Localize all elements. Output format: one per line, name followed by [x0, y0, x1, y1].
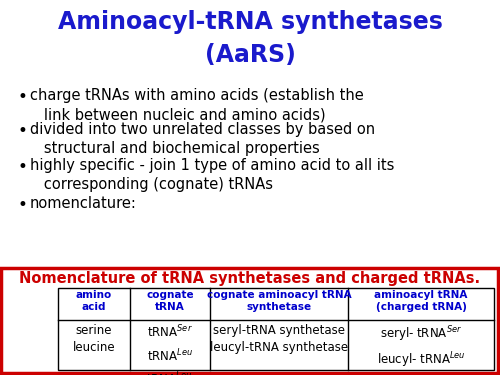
Text: •: •: [18, 158, 28, 176]
Text: cognate
tRNA: cognate tRNA: [146, 290, 194, 312]
Text: (AaRS): (AaRS): [204, 43, 296, 67]
Text: tRNA$^{Ser}$
tRNA$^{Leu}$
tRNA$^{Leu}_{UUA}$: tRNA$^{Ser}$ tRNA$^{Leu}$ tRNA$^{Leu}_{U…: [146, 324, 194, 375]
Text: seryl- tRNA$^{Ser}$
leucyl- tRNA$^{Leu}$
leucyl-tRNA$^{Leu}_{UUA}$: seryl- tRNA$^{Ser}$ leucyl- tRNA$^{Leu}$…: [376, 324, 466, 375]
Text: highly specific - join 1 type of amino acid to all its
   corresponding (cognate: highly specific - join 1 type of amino a…: [30, 158, 395, 192]
Text: cognate aminoacyl tRNA
synthetase: cognate aminoacyl tRNA synthetase: [206, 290, 352, 312]
Text: aminoacyl tRNA
(charged tRNA): aminoacyl tRNA (charged tRNA): [374, 290, 468, 312]
Text: nomenclature:: nomenclature:: [30, 196, 137, 211]
Text: Aminoacyl-tRNA synthetases: Aminoacyl-tRNA synthetases: [58, 10, 442, 34]
Text: seryl-tRNA synthetase
leucyl-tRNA synthetase: seryl-tRNA synthetase leucyl-tRNA synthe…: [210, 324, 348, 354]
Text: charge tRNAs with amino acids (establish the
   link between nucleic and amino a: charge tRNAs with amino acids (establish…: [30, 88, 364, 122]
Text: Nomenclature of tRNA synthetases and charged tRNAs.: Nomenclature of tRNA synthetases and cha…: [20, 271, 480, 286]
Text: divided into two unrelated classes by based on
   structural and biochemical pro: divided into two unrelated classes by ba…: [30, 122, 375, 156]
Text: •: •: [18, 196, 28, 214]
Text: amino
acid: amino acid: [76, 290, 112, 312]
Text: •: •: [18, 122, 28, 140]
Bar: [1, 268, 498, 373]
Text: •: •: [18, 88, 28, 106]
Bar: [58, 288, 494, 370]
Text: serine
leucine: serine leucine: [72, 324, 116, 354]
